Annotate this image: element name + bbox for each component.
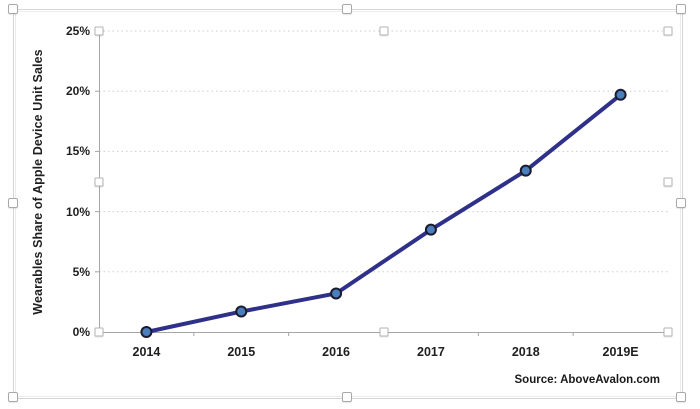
chart-resize-handle[interactable] bbox=[342, 4, 352, 14]
plot-area-resize-handle[interactable] bbox=[379, 26, 388, 36]
plot-area-resize-handle[interactable] bbox=[94, 327, 104, 337]
plot-area-resize-handle[interactable] bbox=[379, 327, 388, 337]
plot-area-resize-handle[interactable] bbox=[663, 327, 673, 337]
x-tick-label: 2015 bbox=[227, 345, 256, 359]
data-point-2018[interactable] bbox=[519, 164, 532, 177]
chart-resize-handle[interactable] bbox=[342, 392, 352, 402]
series-line[interactable] bbox=[144, 92, 623, 334]
x-tick-label: 2019E bbox=[602, 345, 639, 359]
chart-resize-handle[interactable] bbox=[676, 198, 686, 208]
y-tick-label: 15% bbox=[65, 144, 90, 159]
data-point-2017[interactable] bbox=[424, 223, 437, 236]
y-tick-label: 0% bbox=[72, 325, 90, 339]
y-tick-label: 10% bbox=[65, 204, 90, 219]
chart-resize-handle[interactable] bbox=[8, 392, 18, 402]
plot-area-resize-handle[interactable] bbox=[663, 26, 673, 36]
data-point-2016[interactable] bbox=[330, 287, 343, 300]
plot-area-resize-handle[interactable] bbox=[94, 26, 104, 36]
chart-resize-handle[interactable] bbox=[676, 4, 686, 14]
x-tick-label: 2017 bbox=[417, 345, 445, 359]
y-tick-label: 5% bbox=[72, 264, 90, 279]
source-label: Source: AboveAvalon.com bbox=[514, 374, 661, 386]
chart-resize-handle[interactable] bbox=[8, 198, 18, 208]
data-point-2019E[interactable] bbox=[614, 88, 627, 101]
y-tick-label: 20% bbox=[65, 84, 90, 99]
x-tick-label: 2016 bbox=[322, 345, 350, 359]
data-point-2015[interactable] bbox=[235, 305, 248, 318]
x-tick-label: 2018 bbox=[511, 345, 540, 359]
data-point-2014[interactable] bbox=[140, 326, 153, 338]
y-tick-label: 25% bbox=[65, 24, 90, 38]
plot-area-resize-handle[interactable] bbox=[94, 177, 104, 186]
chart-resize-handle[interactable] bbox=[676, 392, 686, 402]
x-tick-label: 2014 bbox=[132, 345, 161, 359]
chart-resize-handle[interactable] bbox=[8, 4, 18, 14]
plot-area-resize-handle[interactable] bbox=[663, 177, 673, 186]
